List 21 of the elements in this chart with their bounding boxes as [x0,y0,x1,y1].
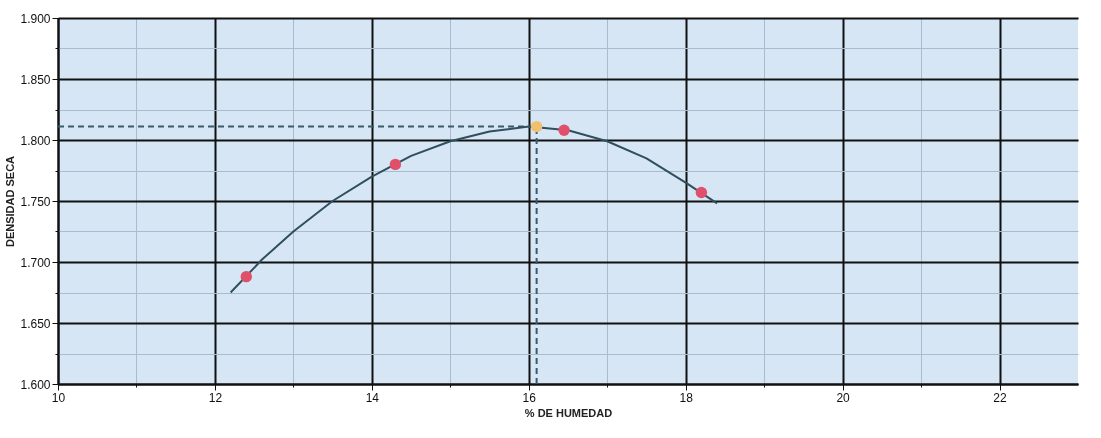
y-axis-title: DENSIDAD SECA [4,155,17,248]
y-tick-label: 1.650 [20,316,51,331]
y-tick-label: 1.800 [20,133,51,148]
y-tick-label: 1.850 [20,72,51,87]
point [240,270,253,283]
y-tick-label: 1.900 [20,11,51,26]
point [530,120,543,133]
x-axis-title: % DE HUMEDAD [524,406,613,419]
x-tick-label: 18 [679,390,694,405]
x-tick-label: 12 [208,390,223,405]
x-tick-label: 16 [522,390,537,405]
x-tick-label: 14 [365,390,380,405]
point [558,124,570,136]
y-tick-label: 1.700 [20,255,51,270]
y-tick-label: 1.750 [20,194,51,209]
x-tick-label: 22 [993,390,1008,405]
y-tick-label: 1.600 [20,377,51,392]
x-tick-label: 10 [51,390,66,405]
point [389,158,402,171]
x-tick-label: 20 [836,390,851,405]
point [695,186,708,199]
